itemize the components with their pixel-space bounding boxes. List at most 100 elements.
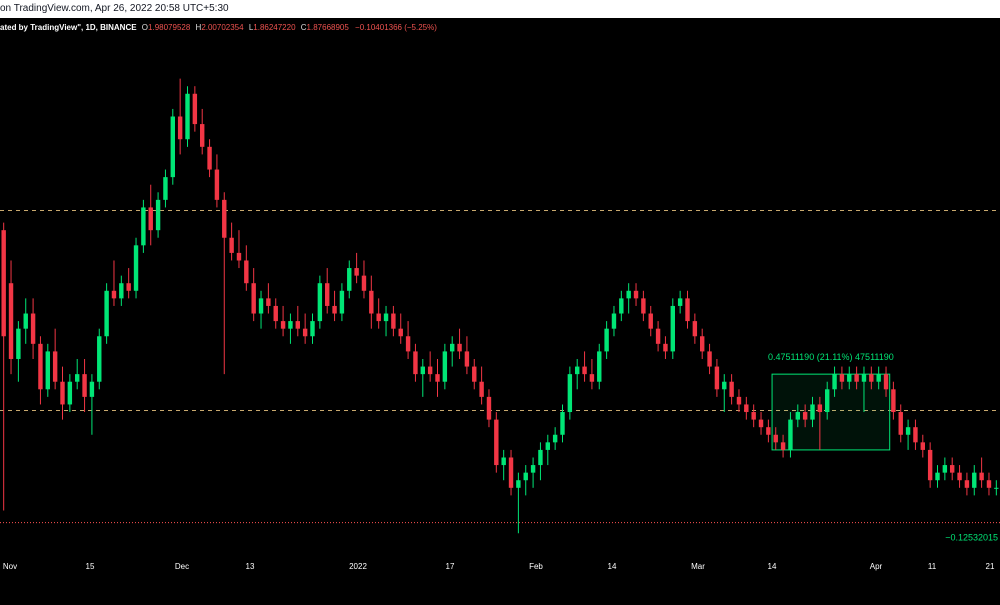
candle[interactable] — [839, 366, 845, 390]
candle[interactable] — [163, 169, 168, 208]
candle[interactable] — [927, 442, 933, 488]
candle[interactable] — [332, 290, 337, 322]
candle[interactable] — [766, 419, 771, 443]
candle[interactable] — [310, 313, 315, 344]
candle[interactable] — [383, 305, 389, 337]
candle[interactable] — [597, 343, 602, 390]
candle[interactable] — [942, 457, 948, 481]
candle[interactable] — [655, 321, 661, 352]
candle[interactable] — [325, 268, 330, 314]
candle[interactable] — [45, 343, 50, 397]
candle[interactable] — [119, 275, 124, 306]
candle[interactable] — [295, 305, 300, 337]
candle[interactable] — [8, 260, 14, 375]
candle[interactable] — [957, 465, 962, 488]
candle[interactable] — [450, 336, 455, 367]
candle[interactable] — [891, 381, 896, 420]
candle[interactable] — [832, 366, 837, 397]
candle[interactable] — [685, 290, 690, 329]
candle[interactable] — [347, 260, 352, 299]
candle[interactable] — [214, 154, 220, 208]
candle[interactable] — [707, 343, 712, 375]
candle[interactable] — [354, 252, 359, 284]
candle[interactable] — [516, 472, 521, 534]
candle[interactable] — [722, 374, 727, 413]
candle[interactable] — [670, 298, 675, 359]
candle[interactable] — [479, 366, 484, 405]
candle[interactable] — [729, 374, 734, 405]
candle[interactable] — [38, 336, 43, 405]
candle[interactable] — [457, 328, 462, 359]
candle[interactable] — [508, 449, 514, 496]
candle[interactable] — [339, 283, 345, 322]
candle[interactable] — [575, 358, 580, 390]
candle[interactable] — [126, 268, 131, 299]
candle[interactable] — [376, 298, 381, 329]
candle[interactable] — [185, 86, 190, 147]
candle[interactable] — [582, 351, 587, 382]
candle[interactable] — [251, 268, 256, 322]
candle[interactable] — [523, 465, 528, 496]
candle[interactable] — [236, 230, 242, 269]
candle[interactable] — [795, 404, 800, 428]
candle[interactable] — [714, 358, 720, 397]
candle[interactable] — [1, 222, 6, 511]
candle[interactable] — [420, 358, 425, 397]
candle[interactable] — [141, 199, 146, 253]
candle[interactable] — [273, 298, 278, 329]
candle[interactable] — [972, 465, 977, 496]
candle[interactable] — [876, 366, 881, 390]
candle[interactable] — [560, 404, 565, 443]
candle[interactable] — [67, 374, 73, 413]
candle[interactable] — [905, 419, 911, 450]
candle[interactable] — [486, 389, 492, 428]
candle[interactable] — [619, 290, 624, 322]
candle[interactable] — [317, 275, 323, 329]
candle[interactable] — [75, 358, 80, 390]
candle[interactable] — [758, 412, 764, 435]
candle[interactable] — [810, 396, 815, 428]
candle[interactable] — [30, 298, 36, 359]
candle[interactable] — [648, 305, 653, 337]
candle[interactable] — [530, 457, 536, 488]
candle[interactable] — [405, 321, 411, 359]
candle[interactable] — [170, 108, 175, 185]
candle[interactable] — [883, 366, 889, 397]
candle[interactable] — [964, 472, 970, 496]
candle[interactable] — [817, 396, 823, 450]
candle[interactable] — [847, 366, 852, 390]
candle[interactable] — [229, 222, 234, 261]
candle[interactable] — [869, 366, 874, 390]
candle[interactable] — [200, 108, 205, 155]
candle[interactable] — [104, 283, 109, 344]
candle[interactable] — [288, 313, 293, 344]
candle[interactable] — [52, 328, 58, 390]
candle[interactable] — [626, 283, 631, 314]
candle[interactable] — [464, 336, 470, 375]
candle[interactable] — [700, 328, 705, 359]
candle[interactable] — [148, 184, 153, 246]
candle[interactable] — [802, 404, 808, 428]
candle[interactable] — [89, 374, 95, 435]
candle[interactable] — [545, 434, 550, 466]
candle[interactable] — [641, 290, 646, 322]
candle[interactable] — [369, 275, 374, 329]
candle[interactable] — [494, 412, 499, 473]
candle[interactable] — [604, 321, 609, 359]
candle[interactable] — [413, 343, 418, 382]
candle[interactable] — [23, 298, 28, 344]
candle[interactable] — [60, 366, 65, 420]
candle[interactable] — [979, 457, 984, 488]
candle[interactable] — [854, 366, 859, 390]
candle[interactable] — [266, 283, 271, 314]
candle[interactable] — [361, 260, 367, 299]
candle[interactable] — [222, 192, 227, 375]
candle[interactable] — [692, 313, 698, 344]
candle[interactable] — [825, 381, 830, 420]
candle[interactable] — [398, 313, 403, 344]
candle[interactable] — [472, 358, 477, 390]
candle[interactable] — [391, 305, 396, 337]
candle[interactable] — [935, 465, 940, 488]
